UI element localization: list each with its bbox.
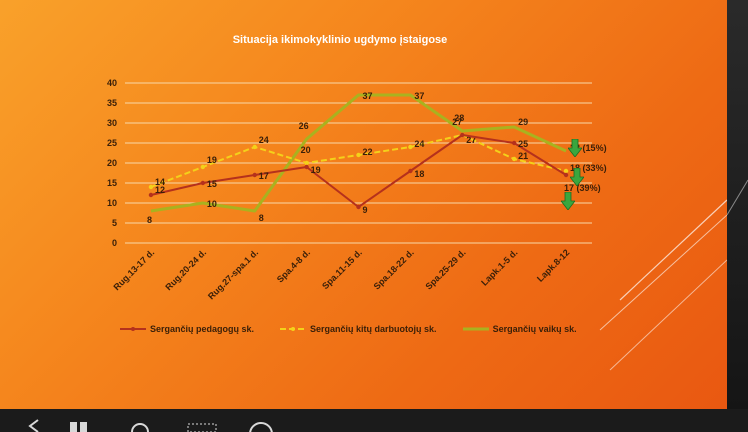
legend-label-teachers: Sergančių pedagogų sk. [150,324,255,334]
data-label-teachers: 17 [259,171,269,181]
data-label-staff: 24 [414,139,424,149]
data-label-staff: 14 [155,177,165,187]
y-tick-label: 40 [107,78,117,88]
arrow-down-icon-children [568,139,582,157]
zoom-icon[interactable] [128,420,154,432]
data-label-teachers: 17 (39%) [564,183,601,193]
x-tick-label: Spa.4-8 d. [275,247,312,284]
point-teachers [563,172,569,178]
x-tick-label: Rug.27-spa.1 d. [206,247,260,301]
legend-label-staff: Sergančių kitų darbuotojų sk. [310,324,437,334]
data-label-teachers: 15 [207,179,217,189]
x-tick-label: Rug.20-24 d. [163,247,208,292]
x-tick-label: Lapk.1-5 d. [479,247,519,287]
point-teachers [460,132,465,138]
point-staff [304,160,309,166]
data-label-children: 8 [147,215,152,225]
point-staff [563,168,569,174]
circle-icon[interactable] [246,420,276,432]
point-teachers [200,180,206,186]
y-tick-label: 35 [107,98,117,108]
legend-swatch-children [462,327,489,331]
point-teachers [511,140,517,146]
point-staff [408,144,413,150]
data-label-teachers: 27 [452,117,462,127]
y-tick-label: 20 [107,158,117,168]
data-label-staff: 27 [466,135,476,145]
data-label-children: 26 [299,121,309,131]
x-tick-label: Spa.18-22 d. [372,247,416,291]
data-label-children: 28 [454,113,464,123]
x-tick-label: Lapk.8-12 [535,247,571,283]
data-label-staff: 18 (33%) [570,163,607,173]
y-tick-label: 25 [107,138,117,148]
x-tick-label: Spa.11-15 d. [320,247,364,291]
point-teachers [408,168,413,174]
chart-title: Situacija ikimokyklinio ugdymo įstaigose [232,34,448,46]
point-staff [148,184,154,190]
point-staff [252,144,257,150]
x-tick-label: Rug.13-17 d. [111,247,156,292]
decorative-lines [726,179,748,216]
point-staff [511,156,517,162]
point-teachers [148,192,154,198]
data-label-staff: 20 [301,145,311,155]
chart: Situacija ikimokyklinio ugdymo įstaigose… [107,34,727,371]
data-label-teachers: 12 [155,185,165,195]
legend-swatch-staff [280,327,307,331]
data-label-children: 37 [414,91,424,101]
data-label-teachers: 9 [363,205,368,215]
y-tick-label: 15 [107,178,117,188]
options-icon[interactable] [186,421,220,432]
y-tick-label: 5 [112,218,117,228]
legend-item-teachers: Sergančių pedagogų sk. [120,324,254,334]
point-staff [200,164,206,170]
data-label-children: 29 [518,117,528,127]
x-tick-label: Spa.25-29 d. [423,247,467,291]
legend-label-children: Sergančių vaikų sk. [492,324,577,334]
y-tick-label: 10 [107,198,117,208]
y-tick-label: 30 [107,118,117,128]
data-label-staff: 19 [207,155,217,165]
legend-item-staff: Sergančių kitų darbuotojų sk. [280,324,437,334]
point-teachers [356,204,361,210]
legend-swatch-teachers [120,327,146,331]
y-tick-label: 0 [112,238,117,248]
data-label-teachers: 19 [311,165,321,175]
legend: Sergančių pedagogų sk. Sergančių kitų da… [120,321,590,337]
grid-icon[interactable] [68,420,90,432]
legend-item-children: Sergančių vaikų sk. [462,324,577,334]
data-label-teachers: 25 [518,139,528,149]
arrow-down-icon-teachers [561,192,575,210]
presentation-toolbar [0,409,748,432]
point-teachers [252,172,257,178]
data-label-staff: 21 [518,151,528,161]
series-line-children [150,93,567,213]
data-label-staff: 24 [259,135,269,145]
decorative-streaks [599,199,727,371]
data-label-staff: 22 [363,147,373,157]
slide-sidebar [726,0,748,409]
arrow-left-icon[interactable] [24,418,44,432]
data-label-teachers: 18 [414,169,424,179]
arrow-down-icon-staff [570,168,584,186]
chart-canvas: 0 5 10 15 20 25 30 35 40 Rug.13-17 d. Rug.20-24 d.… [107,78,607,301]
data-label-children: 23 (15%) [570,143,607,153]
point-staff [356,152,361,158]
point-teachers [304,164,309,170]
series-line-teachers [150,134,567,208]
data-label-children: 8 [259,213,264,223]
data-label-children: 37 [363,91,373,101]
data-label-children: 10 [207,199,217,209]
